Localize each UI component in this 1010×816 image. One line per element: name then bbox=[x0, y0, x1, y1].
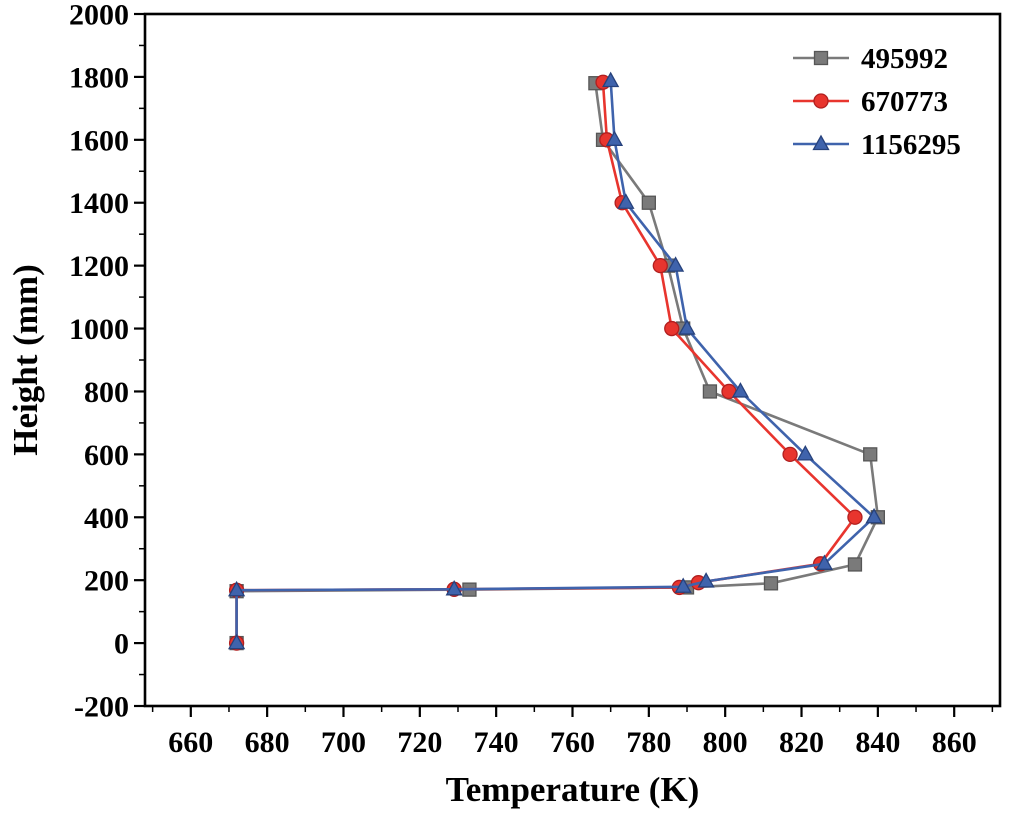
triangle-marker bbox=[602, 71, 620, 88]
triangle-marker bbox=[731, 382, 750, 398]
triangle-marker bbox=[865, 507, 883, 524]
x-axis-title: Temperature (K) bbox=[446, 770, 700, 809]
y-tick-label: 1600 bbox=[69, 124, 129, 157]
legend: 495992 670773 1156295 bbox=[793, 43, 961, 161]
circle-marker bbox=[847, 509, 863, 525]
triangle-marker bbox=[815, 554, 834, 570]
y-axis: -200 0 200 400 600 800 1000 1200 1400 1600 1800 200… bbox=[69, 0, 145, 724]
y-tick-label: 1200 bbox=[69, 250, 129, 283]
triangle-marker bbox=[228, 633, 246, 650]
x-tick-label: 820 bbox=[779, 726, 824, 759]
x-tick-label: 860 bbox=[932, 726, 977, 759]
triangle-marker bbox=[812, 134, 830, 151]
square-marker bbox=[641, 195, 656, 210]
triangle-marker bbox=[796, 445, 814, 461]
circle-marker bbox=[664, 320, 680, 337]
legend-item-495992: 495992 bbox=[793, 43, 948, 75]
x-tick-label: 700 bbox=[321, 726, 366, 759]
legend-label: 670773 bbox=[861, 86, 948, 118]
y-tick-label: 1800 bbox=[69, 61, 129, 94]
triangle-marker bbox=[666, 256, 685, 272]
triangle-marker bbox=[605, 130, 624, 146]
circle-marker bbox=[652, 257, 668, 274]
triangle-marker bbox=[228, 580, 246, 597]
x-tick-label: 740 bbox=[474, 726, 519, 759]
triangle-marker bbox=[697, 572, 715, 588]
x-tick-label: 840 bbox=[855, 726, 900, 759]
legend-item-670773: 670773 bbox=[793, 86, 948, 118]
x-tick-label: 780 bbox=[626, 726, 671, 759]
legend-label: 495992 bbox=[861, 43, 948, 75]
square-marker bbox=[813, 50, 829, 66]
y-axis-title: Height (mm) bbox=[6, 264, 45, 455]
triangle-marker bbox=[445, 579, 463, 596]
legend-item-1156295: 1156295 bbox=[793, 129, 961, 161]
square-marker bbox=[847, 557, 863, 572]
triangle-marker bbox=[674, 577, 692, 593]
series-line bbox=[235, 80, 876, 644]
square-marker bbox=[863, 447, 878, 462]
x-tick-label: 760 bbox=[550, 726, 595, 759]
circle-marker bbox=[782, 446, 798, 463]
x-axis: 660 680 700 720 740 760 780 800 820 840 860 bbox=[151, 706, 994, 759]
y-tick-label: 2000 bbox=[69, 0, 129, 32]
y-tick-label: 200 bbox=[84, 565, 129, 598]
series-1156295 bbox=[228, 71, 883, 650]
square-marker bbox=[763, 576, 779, 591]
triangle-marker bbox=[617, 193, 635, 209]
x-tick-label: 660 bbox=[168, 726, 213, 759]
x-tick-label: 680 bbox=[245, 726, 290, 759]
y-tick-label: 1400 bbox=[69, 187, 129, 220]
legend-label: 1156295 bbox=[861, 129, 961, 161]
y-tick-label: -200 bbox=[74, 691, 129, 724]
circle-marker bbox=[813, 93, 829, 109]
y-tick-label: 800 bbox=[84, 376, 129, 409]
x-tick-label: 800 bbox=[703, 726, 748, 759]
y-tick-label: 0 bbox=[114, 628, 129, 661]
y-tick-label: 1000 bbox=[69, 313, 129, 346]
y-tick-label: 400 bbox=[84, 502, 129, 535]
square-marker bbox=[702, 384, 718, 399]
x-tick-label: 720 bbox=[397, 726, 442, 759]
triangle-marker bbox=[678, 319, 696, 335]
y-tick-label: 600 bbox=[84, 439, 129, 472]
